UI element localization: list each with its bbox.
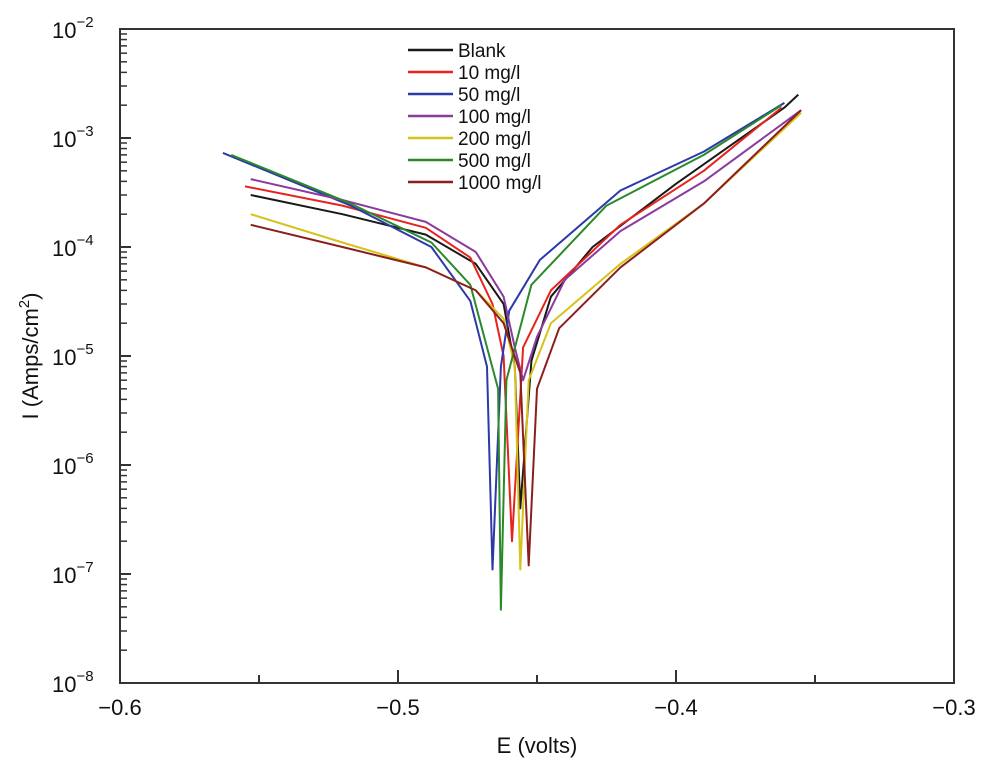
legend-label: 50 mg/l [458, 85, 520, 106]
x-tick-label: −0.6 [98, 695, 141, 720]
legend-label: 1000 mg/l [458, 173, 541, 194]
x-axis-tick-labels: −0.6 −0.5 −0.4 −0.3 [98, 695, 975, 720]
y-tick-label: 10−6 [52, 450, 94, 479]
series-line [244, 106, 783, 543]
series-line [222, 102, 785, 571]
legend-label: 10 mg/l [458, 63, 520, 84]
plot-frame [119, 28, 955, 684]
series-line [230, 104, 783, 611]
series-line [250, 109, 802, 382]
y-tick-label: 10−8 [52, 668, 94, 697]
y-tick-label: 10−4 [52, 232, 94, 261]
y-tick-label: 10−2 [52, 14, 94, 43]
y-tick-label: 10−7 [52, 559, 94, 588]
y-axis-tick-labels: 10−2 10−3 10−4 10−5 10−6 10−7 10−8 [52, 14, 94, 697]
legend-label: 200 mg/l [458, 129, 531, 150]
y-axis-label-sup: 2 [16, 300, 33, 308]
legend-label: Blank [458, 41, 506, 62]
data-series [222, 93, 802, 611]
legend-label: 500 mg/l [458, 151, 531, 172]
x-axis-label: E (volts) [497, 733, 578, 758]
y-axis-label-main: I (Amps/cm [18, 308, 43, 419]
series-line [250, 93, 799, 510]
x-tick-label: −0.4 [654, 695, 697, 720]
series-line [250, 109, 802, 567]
y-axis-label: I (Amps/cm2) [16, 293, 43, 420]
legend-label: 100 mg/l [458, 107, 531, 128]
x-axis-ticks [119, 670, 955, 683]
y-tick-label: 10−3 [52, 123, 94, 152]
y-axis-ticks [120, 28, 131, 684]
x-tick-label: −0.5 [376, 695, 419, 720]
y-axis-label-close: ) [18, 293, 43, 300]
x-tick-label: −0.3 [932, 695, 975, 720]
y-tick-label: 10−5 [52, 341, 94, 370]
